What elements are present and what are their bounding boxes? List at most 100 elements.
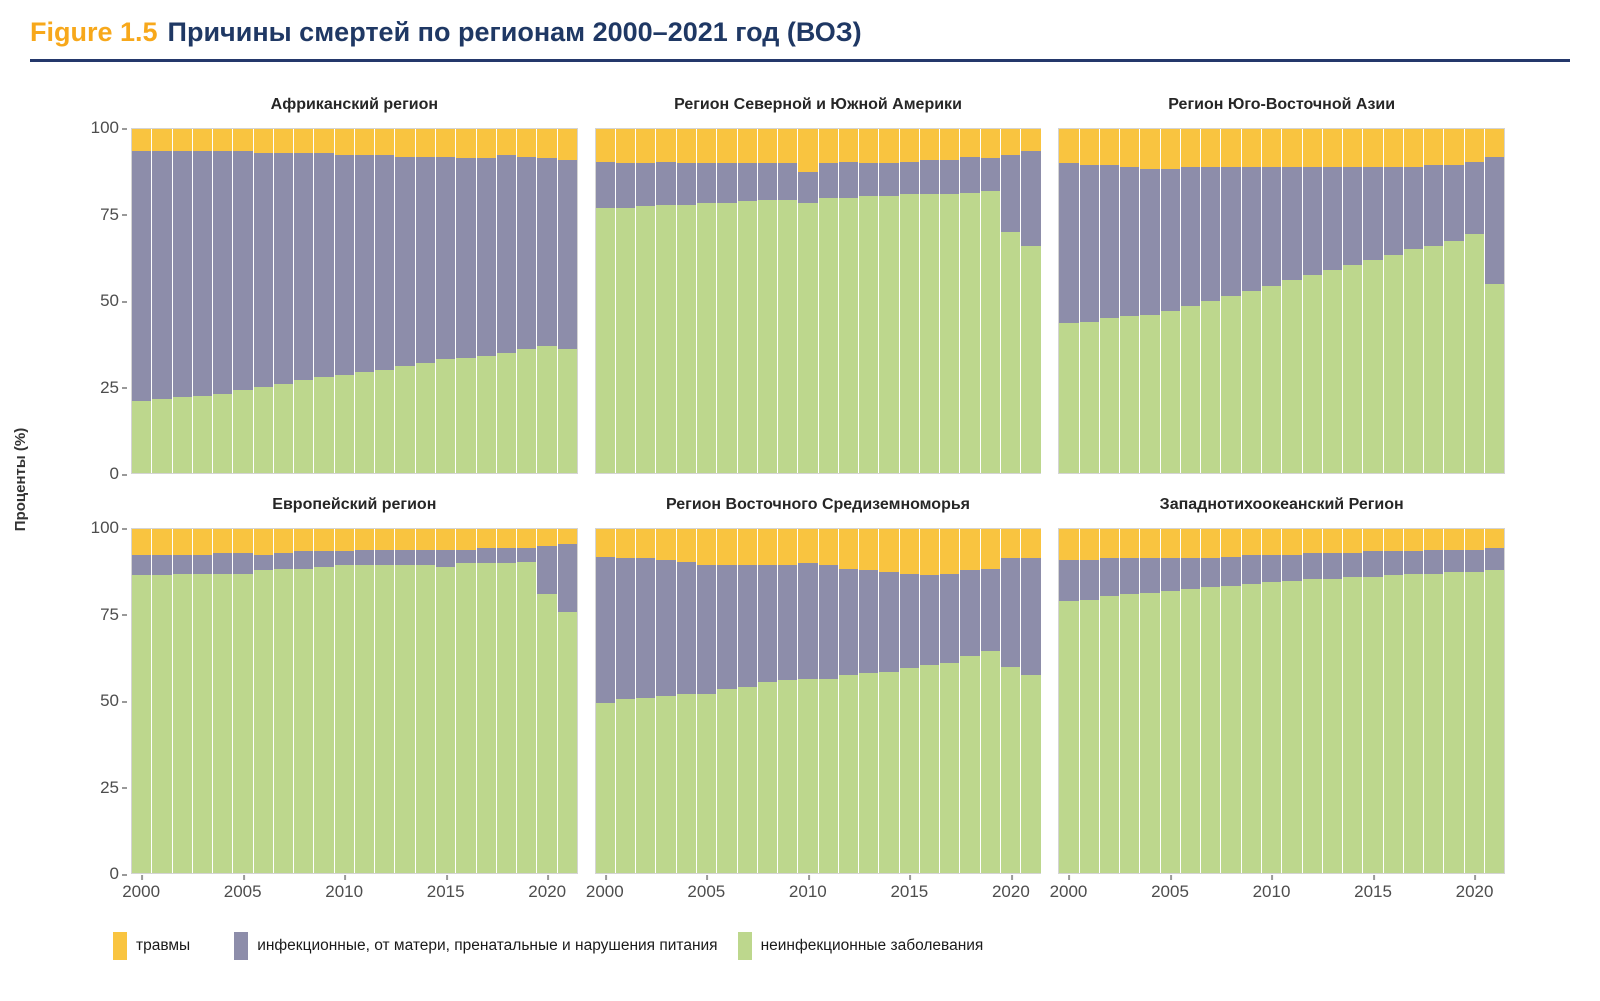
bar-segment-injuries (456, 129, 476, 159)
x-tick-label: 2000 (1049, 875, 1088, 901)
x-tick-label: 2020 (991, 875, 1030, 901)
stacked-bar-2017 (940, 529, 960, 873)
stacked-bar-2008 (1221, 529, 1241, 873)
bar-segment-injuries (1180, 129, 1201, 167)
bar-segment-infectious (656, 161, 676, 205)
bar-segment-injuries (1282, 529, 1302, 555)
bar-segment-injuries (859, 529, 879, 571)
bar-segment-infectious (1464, 161, 1484, 234)
bar-segment-infectious (1180, 558, 1201, 590)
bar-segment-injuries (253, 529, 273, 555)
bar-segment-injuries (859, 129, 879, 164)
stacked-bar-2004 (213, 529, 233, 873)
bar-segment-ncd (1302, 275, 1322, 473)
bar-segment-ncd (314, 566, 334, 873)
bar-segment-ncd (253, 570, 273, 873)
y-tick-label: 50 (100, 691, 127, 711)
bar-segment-infectious (314, 551, 334, 567)
bar-segment-ncd (778, 199, 798, 473)
bar-segment-ncd (1059, 601, 1079, 873)
bar-segment-injuries (1120, 129, 1140, 167)
bar-segment-ncd (737, 201, 757, 473)
bar-segment-infectious (132, 151, 152, 401)
bar-segment-infectious (778, 565, 798, 681)
bar-segment-injuries (737, 129, 757, 164)
stacked-bar-2017 (476, 129, 496, 473)
bar-segment-infectious (496, 154, 517, 353)
bar-segment-injuries (1180, 529, 1201, 559)
bar-segment-injuries (798, 529, 818, 564)
bar-segment-injuries (476, 529, 496, 548)
bar-segment-injuries (656, 529, 676, 560)
bar-segment-infectious (838, 568, 859, 676)
y-tick-label: 0 (110, 464, 127, 484)
bar-segment-ncd (899, 194, 919, 473)
bar-segment-injuries (697, 129, 717, 164)
stacked-bar-2016 (456, 129, 476, 473)
stacked-bar-2010 (334, 129, 354, 473)
stacked-bar-2007 (1201, 529, 1221, 873)
stacked-bar-2012 (1302, 529, 1322, 873)
bar-segment-ncd (172, 573, 192, 873)
stacked-bar-2014 (879, 129, 899, 473)
bar-segment-infectious (1343, 553, 1363, 578)
bar-segment-infectious (192, 554, 213, 574)
bar-segment-infectious (1383, 166, 1403, 255)
stacked-bar-2013 (859, 129, 879, 473)
stacked-bar-2010 (1262, 129, 1282, 473)
bar-segment-ncd (1343, 577, 1363, 873)
bar-segment-injuries (456, 529, 476, 550)
bar-segment-ncd (537, 594, 557, 873)
bar-segment-infectious (152, 151, 172, 400)
bar-segment-injuries (537, 129, 557, 159)
bar-segment-infectious (1021, 151, 1041, 246)
stacked-bar-2017 (940, 129, 960, 473)
bar-segment-infectious (1464, 549, 1484, 572)
stacked-bar-2000 (1059, 129, 1079, 473)
x-tick-label: 2005 (687, 875, 726, 901)
bar-segment-ncd (1383, 254, 1403, 473)
bar-segment-injuries (435, 129, 456, 157)
bar-segment-injuries (152, 529, 172, 555)
bar-segment-injuries (1322, 129, 1343, 167)
bar-segment-injuries (1322, 529, 1343, 554)
bar-segment-ncd (1059, 323, 1079, 473)
bar-segment-injuries (737, 529, 757, 566)
bar-segment-ncd (1464, 571, 1484, 873)
bar-segment-injuries (1021, 129, 1041, 152)
bar-segment-injuries (1241, 529, 1261, 555)
bar-segment-ncd (415, 362, 435, 473)
bar-segment-injuries (757, 129, 778, 164)
bar-segment-ncd (172, 397, 192, 473)
stacked-bar-2015 (435, 529, 456, 873)
bar-segment-injuries (1383, 129, 1403, 167)
plot-area (131, 128, 578, 474)
stacked-bar-2016 (919, 529, 940, 873)
bar-segment-ncd (192, 573, 213, 873)
bar-segment-infectious (192, 151, 213, 396)
stacked-bar-2018 (496, 529, 517, 873)
bar-segment-infectious (354, 549, 375, 566)
bar-segment-infectious (859, 163, 879, 197)
bar-segment-ncd (375, 369, 395, 473)
bar-segment-injuries (375, 529, 395, 550)
bar-segment-infectious (697, 565, 717, 695)
bar-segment-injuries (557, 129, 577, 160)
bar-segment-infectious (636, 558, 656, 698)
bar-segment-injuries (435, 529, 456, 550)
bar-segment-infectious (798, 563, 818, 679)
stacked-bar-2021 (557, 529, 577, 873)
stacked-bar-2019 (517, 529, 537, 873)
stacked-bar-2008 (1221, 129, 1241, 473)
bar-segment-ncd (1322, 270, 1343, 473)
bar-segment-injuries (1120, 529, 1140, 559)
y-tick-label: 25 (100, 378, 127, 398)
stacked-bar-2009 (778, 129, 798, 473)
bar-segment-injuries (1282, 129, 1302, 167)
bar-segment-infectious (253, 153, 273, 387)
bar-segment-injuries (778, 129, 798, 164)
bar-segment-injuries (1201, 529, 1221, 559)
bar-segment-ncd (354, 565, 375, 873)
bar-segment-infectious (899, 161, 919, 195)
chart-panel-6: Западнотихоокеанский Регион 2000 2005 2010 2… (1050, 496, 1506, 902)
